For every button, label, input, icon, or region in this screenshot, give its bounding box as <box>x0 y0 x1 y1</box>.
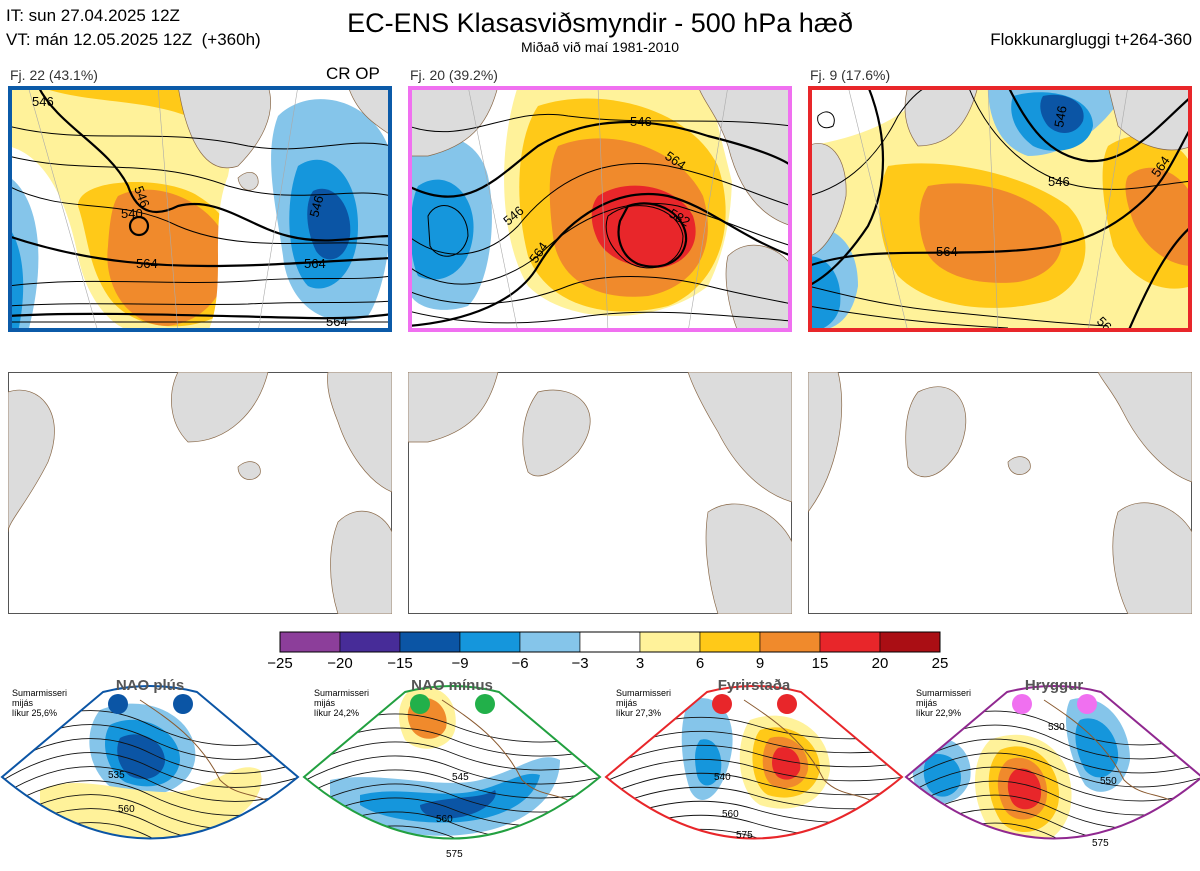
cluster-1-label: Fj. 22 (43.1%) <box>10 67 98 83</box>
regime-info: Sumarmisseri mijás líkur 27,3% <box>616 688 671 718</box>
initial-time: IT: sun 27.04.2025 12Z <box>6 6 180 25</box>
colorbar-tick-label: 6 <box>695 655 705 672</box>
cluster-1-contour-label: 546 <box>32 94 54 109</box>
regime-info: Sumarmisseri mijás líkur 24,2% <box>314 688 369 718</box>
colorbar-tick-label: −6 <box>511 655 529 672</box>
regime-title: NAO plús <box>115 677 185 694</box>
regime-marker-dot <box>108 694 128 714</box>
clustering-window: Flokkunargluggi t+264-360 <box>990 30 1192 49</box>
regime-marker-dot <box>777 694 797 714</box>
regime-info-line: Sumarmisseri <box>616 688 672 698</box>
colorbar-tick-label: 15 <box>811 655 829 672</box>
regime-contour-label: 560 <box>436 814 453 825</box>
empty-map-2 <box>408 372 792 614</box>
regime-info-line: líkur 22,9% <box>916 708 962 718</box>
regime-info: Sumarmisseri mijás líkur 25,6% <box>12 688 67 718</box>
colorbar-tick-label: 3 <box>635 655 645 672</box>
regime-contour-label: 575 <box>446 849 463 860</box>
climatology-subtitle: Miðað við maí 1981-2010 <box>521 39 679 55</box>
regime-info-line: líkur 24,2% <box>314 708 360 718</box>
regime-contour-label: 540 <box>714 772 731 783</box>
cluster-3-label: Fj. 9 (17.6%) <box>810 67 891 83</box>
regime-info-line: líkur 25,6% <box>12 708 58 718</box>
regime-contour-label: 575 <box>736 830 753 841</box>
cluster-1-contour-label: 540 <box>121 206 143 221</box>
cluster-3-map: 546 546 564 564 564 <box>808 86 1192 332</box>
cluster-3-contour-label: 546 <box>1051 105 1070 129</box>
regime-marker-dot <box>173 694 193 714</box>
regime-contour-label: 575 <box>1092 838 1109 849</box>
cluster-1-contour-label: 564 <box>326 314 348 329</box>
regime-title: Hryggur <box>1024 677 1084 694</box>
regime-contour-label: 550 <box>1100 776 1117 787</box>
regime-marker-dot <box>1077 694 1097 714</box>
colorbar-tick-label: 25 <box>931 655 949 672</box>
regime-info-line: Sumarmisseri <box>916 688 972 698</box>
cluster-2-label: Fj. 20 (39.2%) <box>410 67 498 83</box>
cluster-2-contour-label: 546 <box>630 114 652 129</box>
regime-contour-label: 530 <box>1048 722 1065 733</box>
regime-info-line: líkur 27,3% <box>616 708 662 718</box>
cluster-3-contour-label: 564 <box>936 244 958 259</box>
regime-contour-label: 545 <box>452 772 469 783</box>
regime-marker-dot <box>712 694 732 714</box>
cluster-1-contour-label: 546 <box>306 194 326 219</box>
colorbar <box>279 631 941 653</box>
cluster-1-tag: CR OP <box>326 64 380 83</box>
colorbar-tick-label: −20 <box>327 655 353 672</box>
colorbar-tick-label: −15 <box>387 655 413 672</box>
regime-info-line: Sumarmisseri <box>314 688 370 698</box>
regime-info-line: mijás <box>314 698 336 708</box>
regime-info-line: mijás <box>12 698 34 708</box>
regime-info-line: mijás <box>916 698 938 708</box>
empty-map-3 <box>808 372 1192 614</box>
cluster-1-contour-label: 564 <box>304 256 326 271</box>
regime-info: Sumarmisseri mijás líkur 22,9% <box>916 688 971 718</box>
valid-time: VT: mán 12.05.2025 12Z (+360h) <box>6 30 261 49</box>
page-title: EC-ENS Klasasviðsmyndir - 500 hPa hæð <box>347 8 853 38</box>
regime-contour-label: 560 <box>118 804 135 815</box>
cluster-1-contour-label: 546 <box>131 184 153 210</box>
regime-title: NAO mínus <box>411 677 493 694</box>
colorbar-tick-label: 9 <box>755 655 765 672</box>
regime-contour-label: 535 <box>108 770 125 781</box>
regime-marker-dot <box>1012 694 1032 714</box>
colorbar-tick-label: −9 <box>451 655 469 672</box>
cluster-3-contour-label: 546 <box>1048 174 1070 189</box>
regime-contour-label: 560 <box>722 809 739 820</box>
regime-marker-dot <box>410 694 430 714</box>
regime-info-line: mijás <box>616 698 638 708</box>
cluster-1-contour-label: 564 <box>136 256 158 271</box>
colorbar-tick-label: 20 <box>871 655 889 672</box>
regime-marker-dot <box>475 694 495 714</box>
cluster-1-map: 546 540 546 564 564 546 564 <box>8 86 392 332</box>
colorbar-tick-label: −25 <box>267 655 293 672</box>
regime-title: Fyrirstaða <box>717 677 791 694</box>
regime-info-line: Sumarmisseri <box>12 688 68 698</box>
empty-map-1 <box>8 372 392 614</box>
colorbar-tick-label: −3 <box>571 655 589 672</box>
cluster-2-map: 546 564 582 546 564 <box>408 86 792 332</box>
